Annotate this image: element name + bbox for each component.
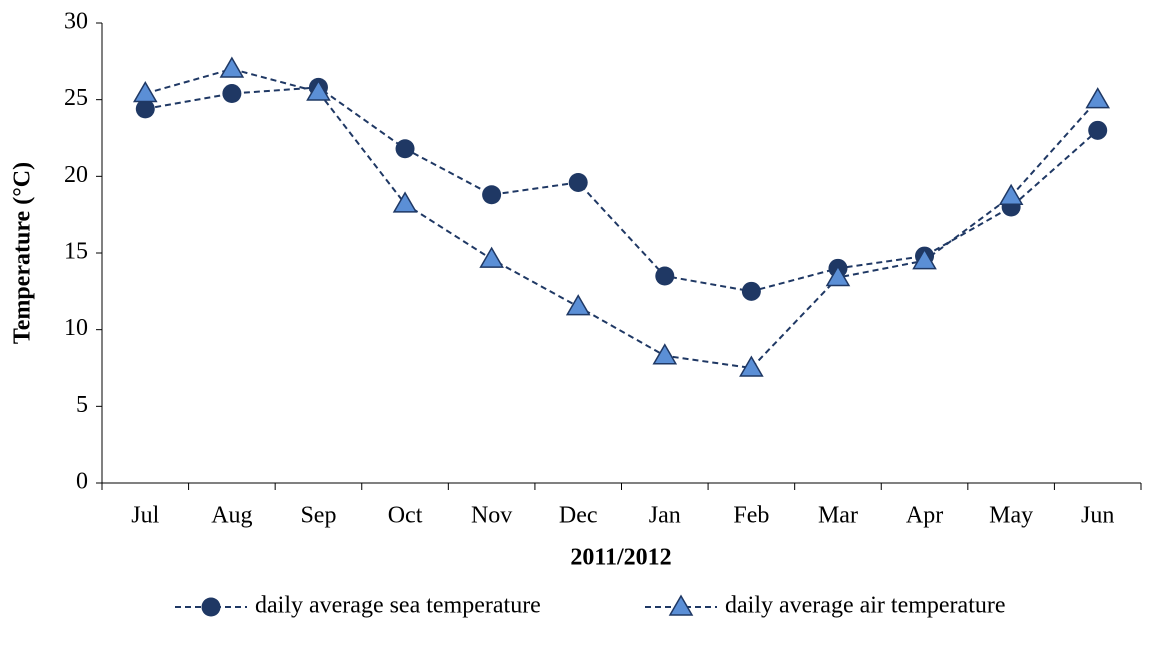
- legend-label: daily average air temperature: [725, 593, 1006, 619]
- legend-marker: [668, 594, 694, 616]
- marker: [222, 84, 242, 104]
- y-tick-label: 20: [64, 162, 88, 188]
- x-tick-label: Aug: [211, 503, 252, 529]
- marker: [392, 191, 418, 213]
- marker: [568, 172, 588, 192]
- x-tick-label: Jun: [1081, 503, 1114, 529]
- y-axis-title: Temperature (°C): [10, 162, 36, 344]
- legend-marker: [201, 597, 221, 617]
- marker: [739, 355, 764, 377]
- marker: [741, 281, 761, 301]
- x-tick-label: Jul: [131, 503, 159, 529]
- marker: [998, 183, 1024, 206]
- x-tick-label: Sep: [300, 503, 336, 529]
- y-tick-label: 25: [64, 85, 88, 111]
- marker: [652, 343, 678, 365]
- x-axis-title: 2011/2012: [570, 545, 671, 571]
- marker: [1088, 120, 1108, 140]
- marker: [482, 185, 502, 205]
- x-tick-label: Nov: [471, 503, 512, 529]
- x-tick-label: Dec: [559, 503, 598, 529]
- marker: [1085, 87, 1111, 109]
- marker: [655, 266, 675, 286]
- legend-label: daily average sea temperature: [255, 593, 541, 619]
- x-tick-label: Oct: [388, 503, 423, 529]
- y-tick-label: 30: [64, 9, 88, 35]
- x-tick-label: Mar: [818, 503, 858, 529]
- y-tick-label: 10: [64, 315, 88, 341]
- y-tick-label: 15: [64, 239, 88, 265]
- marker: [135, 99, 155, 119]
- x-tick-label: Jan: [649, 503, 681, 529]
- x-tick-label: Feb: [733, 503, 769, 529]
- marker: [825, 265, 851, 287]
- series-line: [145, 67, 1099, 370]
- x-tick-label: Apr: [906, 503, 943, 529]
- x-tick-label: May: [989, 503, 1033, 529]
- marker: [306, 79, 331, 101]
- marker: [132, 81, 158, 103]
- y-tick-label: 0: [76, 469, 88, 495]
- marker: [565, 294, 591, 316]
- marker: [219, 56, 245, 78]
- y-tick-label: 5: [76, 392, 88, 418]
- marker: [479, 246, 504, 268]
- series-line: [145, 86, 1099, 293]
- marker: [395, 139, 415, 159]
- marker: [912, 248, 937, 270]
